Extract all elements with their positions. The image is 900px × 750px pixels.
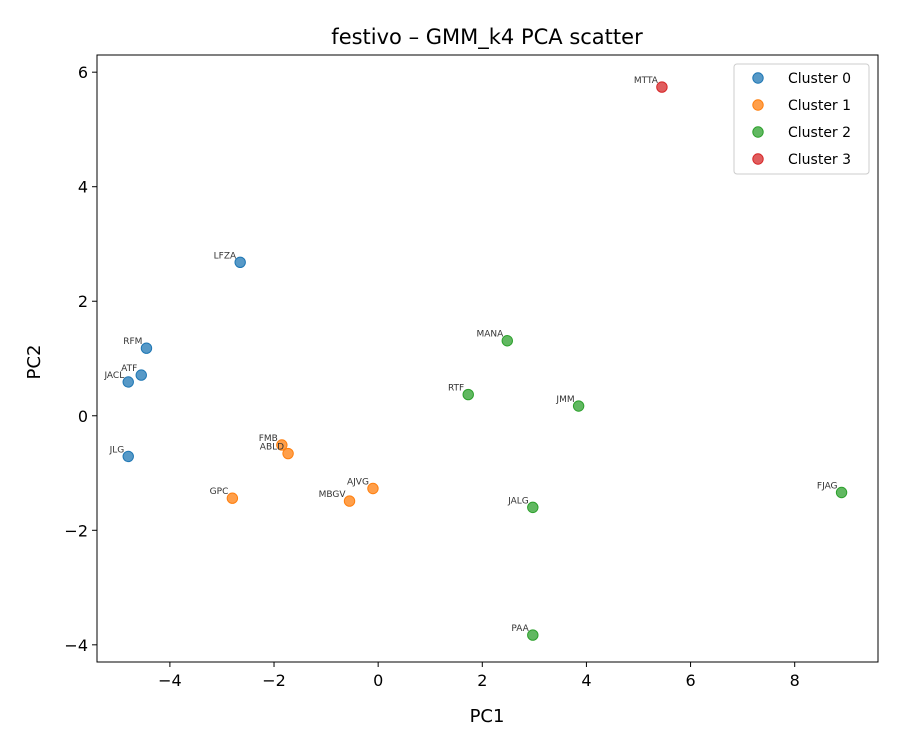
data-point xyxy=(226,492,239,504)
point-label: PAA xyxy=(511,624,529,634)
point-label: MBGV xyxy=(319,490,347,500)
data-point xyxy=(122,450,134,463)
data-point xyxy=(656,81,668,93)
data-point xyxy=(122,376,134,388)
data-point xyxy=(501,335,513,347)
y-axis-label: PC2 xyxy=(24,345,45,380)
point-label: MANA xyxy=(476,330,504,340)
legend-label: Cluster 1 xyxy=(788,98,851,114)
y-axis-ticks: −4 −2 0 2 4 6 xyxy=(64,63,97,655)
data-point xyxy=(343,495,356,507)
point-label: AJVG xyxy=(347,477,369,487)
point-label: JMM xyxy=(555,395,574,405)
point-label: MTTA xyxy=(634,76,659,86)
point-label: LFZA xyxy=(214,251,237,261)
point-label: FMB xyxy=(259,434,278,444)
point-label: JALG xyxy=(507,496,529,506)
point-label: JLG xyxy=(109,445,125,455)
data-point xyxy=(572,400,585,412)
x-axis-ticks: −4 −2 0 2 4 6 8 xyxy=(158,662,800,690)
legend-marker xyxy=(752,153,764,165)
y-tick-label: −4 xyxy=(64,636,88,655)
data-point xyxy=(527,629,539,641)
x-tick-label: −4 xyxy=(158,671,182,690)
point-label: RTF xyxy=(448,384,464,394)
x-tick-label: 0 xyxy=(373,671,383,690)
data-point xyxy=(140,342,153,354)
data-point xyxy=(462,388,474,401)
legend-marker xyxy=(752,99,764,111)
legend: Cluster 0 Cluster 1 Cluster 2 Cluster 3 xyxy=(733,63,870,175)
legend-marker xyxy=(752,126,764,138)
y-tick-label: 2 xyxy=(78,292,88,311)
plot-frame xyxy=(96,54,879,663)
point-label: ABLD xyxy=(260,443,284,453)
legend-box xyxy=(733,63,870,175)
chart-title: festivo – GMM_k4 PCA scatter xyxy=(331,25,643,50)
y-tick-label: 0 xyxy=(78,407,88,426)
x-tick-label: −2 xyxy=(262,671,286,690)
data-point xyxy=(276,439,288,451)
y-tick-label: 4 xyxy=(78,178,88,197)
y-tick-label: −2 xyxy=(64,521,88,540)
data-point xyxy=(527,501,539,514)
x-tick-label: 6 xyxy=(685,671,695,690)
data-point xyxy=(282,447,294,460)
legend-label: Cluster 2 xyxy=(788,125,851,141)
point-label: FJAG xyxy=(817,481,838,491)
legend-marker xyxy=(752,72,764,84)
x-axis-label: PC1 xyxy=(470,706,505,727)
data-points xyxy=(122,81,848,641)
point-label: ATF xyxy=(121,364,137,374)
x-tick-label: 2 xyxy=(477,671,487,690)
data-point xyxy=(835,486,848,499)
data-point xyxy=(367,482,379,495)
y-tick-label: 6 xyxy=(78,63,88,82)
x-tick-label: 8 xyxy=(790,671,800,690)
data-point xyxy=(234,256,246,268)
point-label: JACL xyxy=(103,371,124,381)
plot-area xyxy=(96,54,879,663)
point-label: GPC xyxy=(210,487,229,497)
legend-label: Cluster 0 xyxy=(788,71,851,87)
point-label: RFM xyxy=(123,337,142,347)
data-point xyxy=(135,369,147,381)
legend-label: Cluster 3 xyxy=(788,152,851,168)
x-tick-label: 4 xyxy=(581,671,591,690)
